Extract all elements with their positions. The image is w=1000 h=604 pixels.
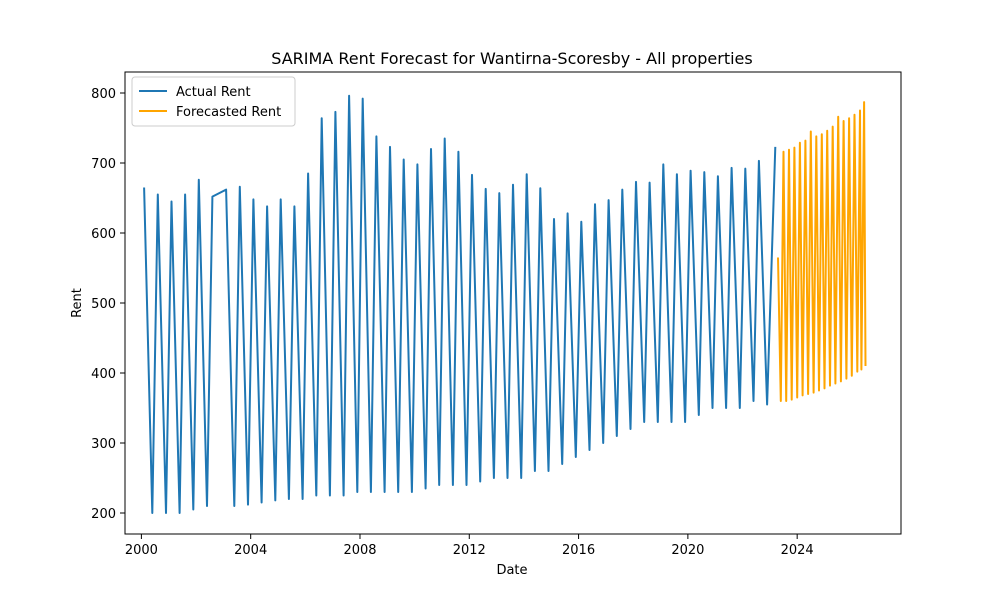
x-tick-label: 2008: [343, 543, 376, 558]
legend: Actual Rent Forecasted Rent: [131, 76, 296, 127]
series-layer: [143, 94, 867, 514]
legend-label-forecast: Forecasted Rent: [176, 105, 281, 120]
y-tick-label: 300: [91, 437, 116, 452]
legend-label-actual: Actual Rent: [176, 85, 251, 100]
y-tick-label: 400: [91, 367, 116, 382]
x-tick-label: 2012: [453, 543, 486, 558]
y-tick-label: 600: [91, 227, 116, 242]
series-line-forecasted-rent: [777, 101, 867, 402]
x-tick-label: 2024: [781, 543, 814, 558]
x-tick-label: 2020: [671, 543, 704, 558]
chart-title: SARIMA Rent Forecast for Wantirna-Scores…: [271, 49, 752, 68]
x-tick-label: 2016: [562, 543, 595, 558]
x-tick-label: 2000: [125, 543, 158, 558]
legend-box: [131, 76, 296, 127]
x-axis: 2000 2004 2008 2012 2016 2020 2024: [125, 534, 814, 558]
y-tick-label: 700: [91, 157, 116, 172]
y-axis-label: Rent: [70, 288, 85, 318]
y-axis: 200 300 400 500 600 700 800: [91, 87, 125, 522]
y-tick-label: 500: [91, 297, 116, 312]
x-axis-label: Date: [496, 563, 527, 578]
y-tick-label: 800: [91, 87, 116, 102]
y-tick-label: 200: [91, 507, 116, 522]
series-line-actual-rent: [143, 94, 777, 514]
x-tick-label: 2004: [234, 543, 267, 558]
